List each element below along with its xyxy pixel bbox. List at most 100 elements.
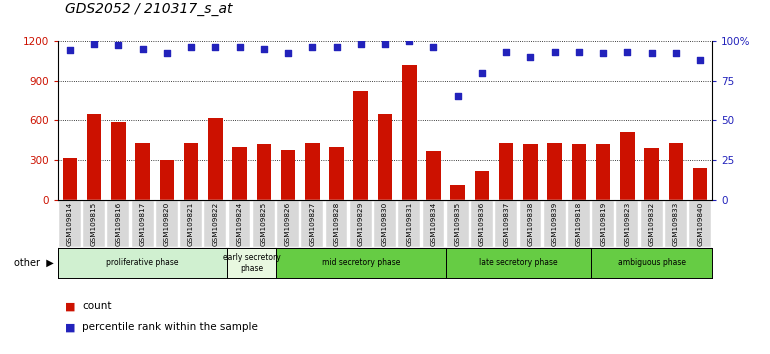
Point <box>306 44 319 50</box>
Text: GSM109838: GSM109838 <box>527 201 534 246</box>
FancyBboxPatch shape <box>520 200 541 247</box>
Point <box>112 42 125 48</box>
Bar <box>353 91 368 200</box>
Text: GSM109816: GSM109816 <box>116 201 122 246</box>
FancyBboxPatch shape <box>253 200 275 247</box>
Text: proliferative phase: proliferative phase <box>106 258 179 267</box>
Text: ■: ■ <box>65 322 76 332</box>
Bar <box>330 147 343 200</box>
FancyBboxPatch shape <box>374 200 396 247</box>
Point <box>282 51 294 56</box>
Text: GSM109836: GSM109836 <box>479 201 485 246</box>
Text: ■: ■ <box>65 301 76 311</box>
Point <box>403 38 415 44</box>
Text: GSM109824: GSM109824 <box>236 201 243 246</box>
Bar <box>256 144 271 200</box>
Point <box>451 93 464 99</box>
FancyBboxPatch shape <box>665 200 687 247</box>
Text: GSM109834: GSM109834 <box>430 201 437 246</box>
Text: GSM109826: GSM109826 <box>285 201 291 246</box>
Bar <box>571 144 586 200</box>
Bar <box>136 143 150 200</box>
Text: GSM109820: GSM109820 <box>164 201 170 246</box>
Point <box>573 49 585 55</box>
FancyBboxPatch shape <box>544 200 566 247</box>
Text: GSM109822: GSM109822 <box>213 201 219 246</box>
Point <box>645 51 658 56</box>
Bar <box>591 248 712 278</box>
Text: percentile rank within the sample: percentile rank within the sample <box>82 322 258 332</box>
Bar <box>281 149 296 200</box>
Bar <box>184 143 199 200</box>
Bar <box>446 248 591 278</box>
Bar <box>208 118 223 200</box>
FancyBboxPatch shape <box>277 200 299 247</box>
FancyBboxPatch shape <box>689 200 711 247</box>
Point <box>476 70 488 75</box>
Text: GSM109823: GSM109823 <box>624 201 631 246</box>
FancyBboxPatch shape <box>132 200 153 247</box>
FancyBboxPatch shape <box>301 200 323 247</box>
Point <box>64 47 76 53</box>
FancyBboxPatch shape <box>83 200 105 247</box>
Text: GSM109837: GSM109837 <box>504 201 509 246</box>
Bar <box>233 147 247 200</box>
Text: GSM109839: GSM109839 <box>551 201 557 246</box>
FancyBboxPatch shape <box>59 200 81 247</box>
Point <box>258 46 270 51</box>
Bar <box>58 248 227 278</box>
Bar <box>159 160 174 200</box>
Bar <box>450 185 465 200</box>
Point <box>500 49 512 55</box>
Text: GSM109817: GSM109817 <box>139 201 146 246</box>
Point <box>209 44 222 50</box>
Text: GSM109840: GSM109840 <box>697 201 703 246</box>
FancyBboxPatch shape <box>592 200 614 247</box>
Bar <box>62 158 77 200</box>
Text: GSM109833: GSM109833 <box>673 201 679 246</box>
Point <box>161 51 173 56</box>
Bar <box>427 151 440 200</box>
Bar <box>547 143 562 200</box>
Bar <box>523 144 537 200</box>
Point <box>694 57 706 63</box>
Point <box>185 44 197 50</box>
Text: GSM109829: GSM109829 <box>358 201 363 246</box>
Point <box>548 49 561 55</box>
Bar <box>499 143 514 200</box>
Bar <box>620 132 634 200</box>
FancyBboxPatch shape <box>471 200 493 247</box>
Point <box>379 41 391 47</box>
Point <box>524 54 537 59</box>
FancyBboxPatch shape <box>617 200 638 247</box>
FancyBboxPatch shape <box>350 200 372 247</box>
Text: ambiguous phase: ambiguous phase <box>618 258 685 267</box>
FancyBboxPatch shape <box>398 200 420 247</box>
Bar <box>596 144 611 200</box>
Text: GSM109821: GSM109821 <box>188 201 194 246</box>
Bar <box>693 168 708 200</box>
Text: GDS2052 / 210317_s_at: GDS2052 / 210317_s_at <box>65 2 233 16</box>
Point <box>427 44 440 50</box>
Bar <box>402 65 417 200</box>
FancyBboxPatch shape <box>641 200 662 247</box>
FancyBboxPatch shape <box>326 200 347 247</box>
Bar <box>305 143 320 200</box>
Text: GSM109819: GSM109819 <box>600 201 606 246</box>
Bar <box>474 171 489 200</box>
FancyBboxPatch shape <box>156 200 178 247</box>
Text: early secretory
phase: early secretory phase <box>223 253 280 273</box>
Bar <box>644 148 659 200</box>
Point <box>233 44 246 50</box>
Text: GSM109831: GSM109831 <box>407 201 412 246</box>
Point <box>330 44 343 50</box>
FancyBboxPatch shape <box>229 200 250 247</box>
Bar <box>276 248 446 278</box>
Bar <box>111 122 126 200</box>
Point <box>621 49 634 55</box>
Point <box>355 41 367 47</box>
Point <box>88 41 100 47</box>
Text: GSM109835: GSM109835 <box>455 201 460 246</box>
Text: GSM109832: GSM109832 <box>648 201 654 246</box>
FancyBboxPatch shape <box>108 200 129 247</box>
